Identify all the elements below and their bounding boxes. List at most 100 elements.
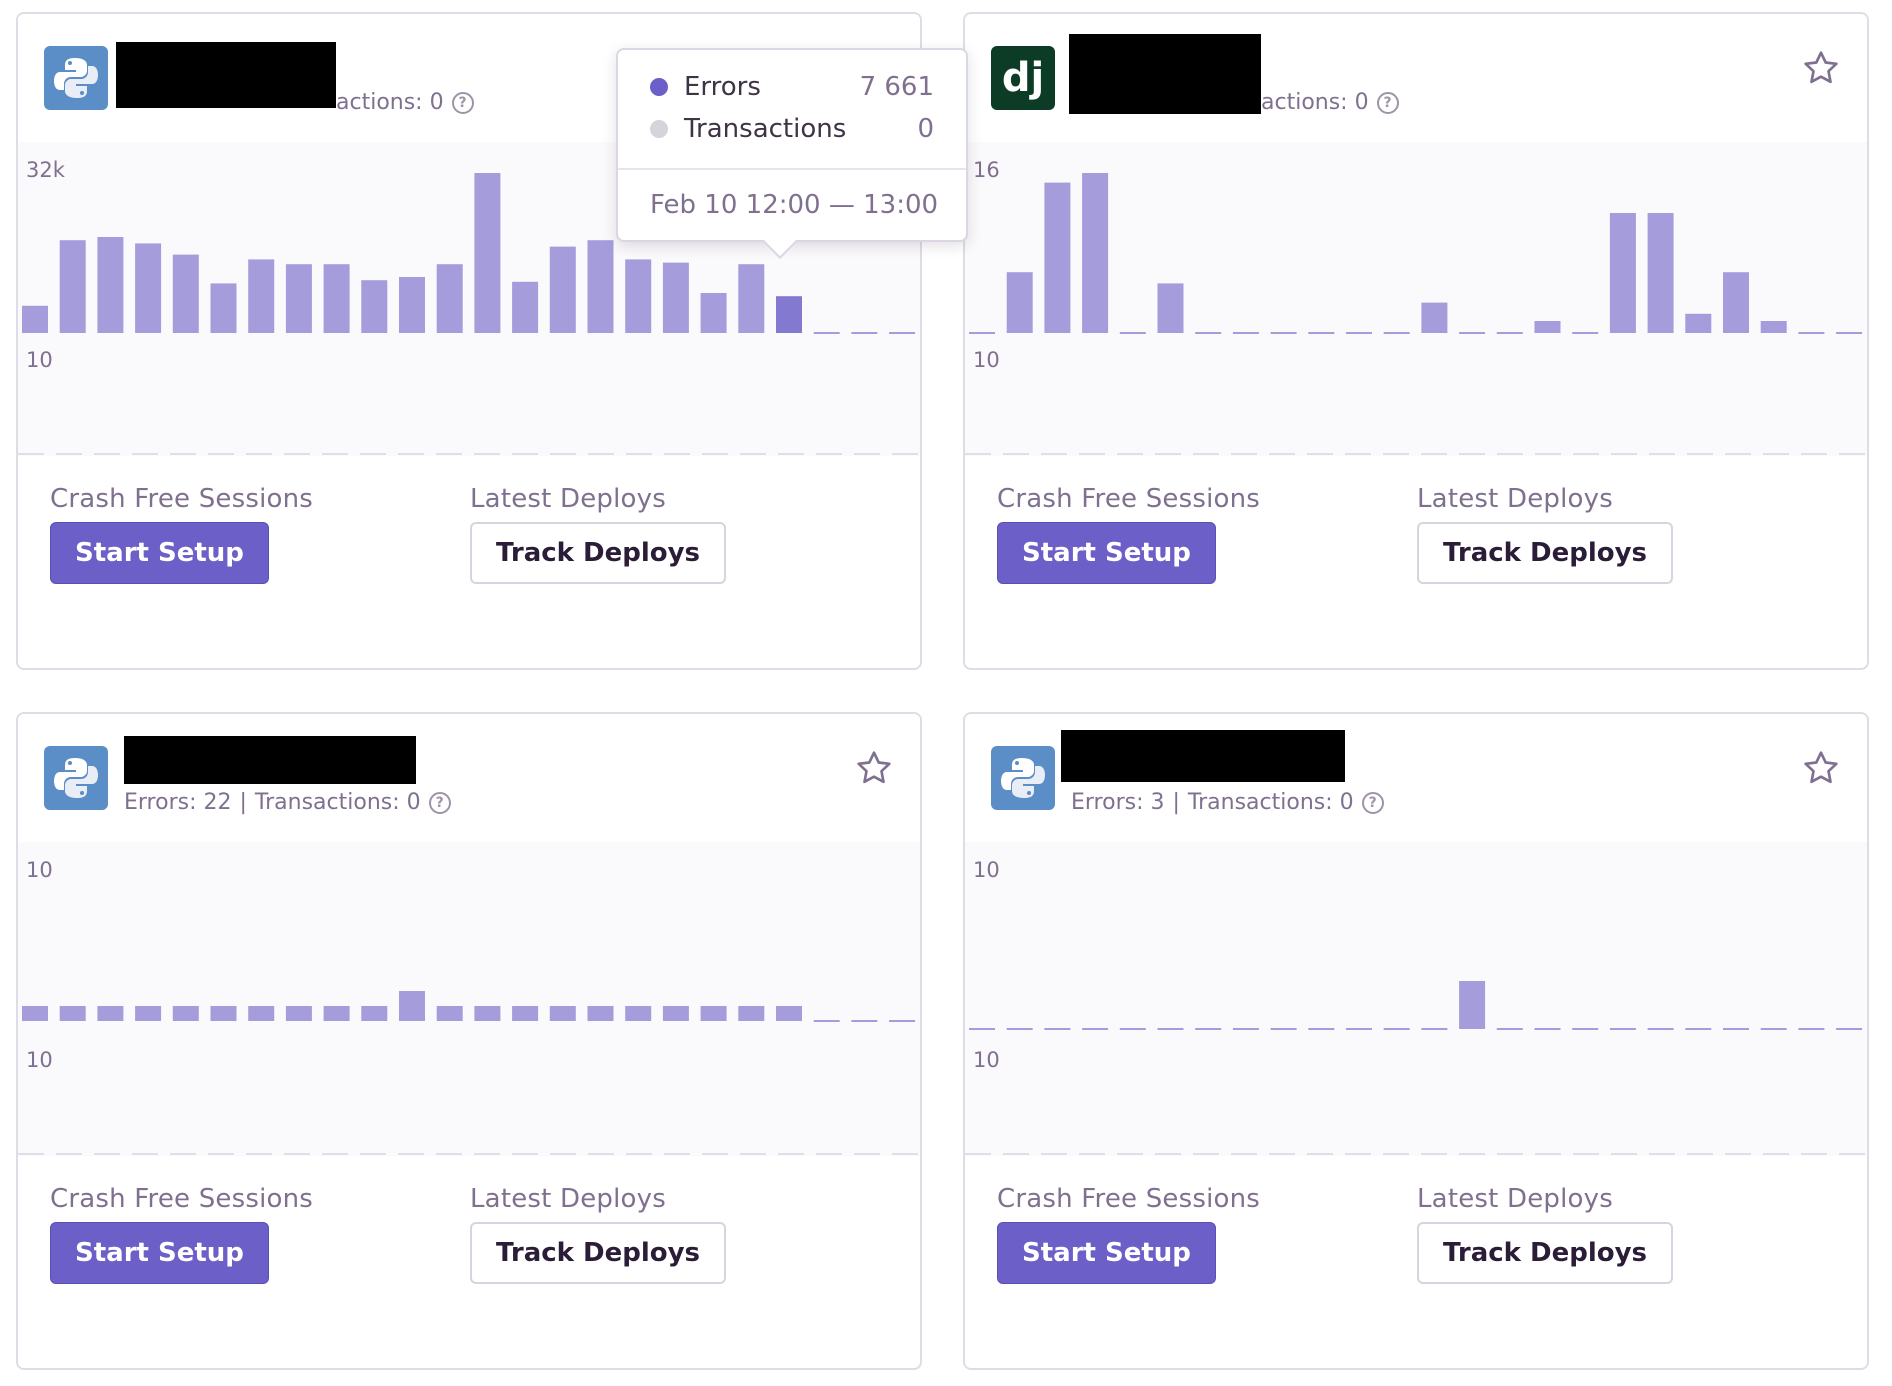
- chart-bar-empty[interactable]: [1157, 1028, 1184, 1030]
- help-icon[interactable]: ?: [1361, 791, 1384, 814]
- error-bar-chart[interactable]: [18, 142, 922, 456]
- error-bar-chart[interactable]: [18, 842, 922, 1156]
- chart-bar[interactable]: [361, 1006, 388, 1021]
- chart-bar-active[interactable]: [776, 296, 802, 333]
- chart-bar-empty[interactable]: [1308, 332, 1335, 334]
- chart-bar-empty[interactable]: [1346, 1028, 1372, 1030]
- chart-bar-empty[interactable]: [969, 1028, 995, 1030]
- chart-bar-empty[interactable]: [1346, 332, 1372, 334]
- chart-bar-empty[interactable]: [1798, 332, 1825, 334]
- start-setup-button[interactable]: Start Setup: [997, 522, 1216, 584]
- chart-bar[interactable]: [625, 1006, 652, 1021]
- chart-bar-empty[interactable]: [1496, 332, 1523, 334]
- chart-bar-empty[interactable]: [1836, 1028, 1863, 1030]
- chart-bar[interactable]: [474, 1006, 501, 1021]
- chart-bar[interactable]: [248, 259, 275, 333]
- chart-bar-empty[interactable]: [1006, 1028, 1033, 1030]
- chart-bar[interactable]: [549, 1006, 576, 1021]
- chart-bar[interactable]: [323, 1006, 350, 1021]
- chart-bar-empty[interactable]: [813, 332, 840, 334]
- chart-bar[interactable]: [1157, 283, 1184, 333]
- chart-bar-empty[interactable]: [1082, 1028, 1109, 1030]
- chart-bar[interactable]: [436, 264, 463, 333]
- chart-bar-empty[interactable]: [1195, 1028, 1222, 1030]
- chart-bar[interactable]: [1760, 321, 1787, 333]
- chart-bar-empty[interactable]: [889, 332, 916, 334]
- track-deploys-button[interactable]: Track Deploys: [470, 1222, 727, 1284]
- chart-bar-empty[interactable]: [1270, 1028, 1297, 1030]
- chart-bar-empty[interactable]: [1685, 1028, 1712, 1030]
- chart-bar[interactable]: [1534, 321, 1561, 333]
- chart-bar[interactable]: [1685, 313, 1712, 333]
- chart-bar[interactable]: [625, 259, 652, 333]
- chart-bar-empty[interactable]: [1119, 1028, 1146, 1030]
- chart-bar-empty[interactable]: [1572, 1028, 1599, 1030]
- chart-bar[interactable]: [1421, 302, 1448, 333]
- project-card[interactable]: Errors: 3 | Transactions: 0 ? 10 10 Cras…: [963, 712, 1869, 1370]
- chart-bar-empty[interactable]: [1534, 1028, 1561, 1030]
- star-icon[interactable]: [854, 748, 894, 788]
- chart-bar[interactable]: [399, 277, 425, 333]
- chart-bar-empty[interactable]: [813, 1020, 840, 1022]
- chart-bar[interactable]: [59, 240, 86, 333]
- chart-bar[interactable]: [1044, 182, 1071, 333]
- chart-bar-empty[interactable]: [1496, 1028, 1523, 1030]
- chart-bar-empty[interactable]: [1270, 332, 1297, 334]
- chart-bar-empty[interactable]: [1232, 1028, 1259, 1030]
- chart-bar-empty[interactable]: [1421, 1028, 1448, 1030]
- chart-bar[interactable]: [1006, 272, 1033, 333]
- chart-bar[interactable]: [59, 1006, 86, 1021]
- chart-bar-empty[interactable]: [1798, 1028, 1825, 1030]
- help-icon[interactable]: ?: [428, 791, 451, 814]
- star-icon[interactable]: [1801, 748, 1841, 788]
- chart-bar[interactable]: [172, 254, 199, 333]
- chart-bar[interactable]: [135, 243, 162, 333]
- chart-bar-empty[interactable]: [1836, 332, 1863, 334]
- help-icon[interactable]: ?: [1376, 91, 1399, 114]
- chart-bar[interactable]: [738, 1006, 765, 1021]
- chart-bar-empty[interactable]: [1723, 1028, 1749, 1030]
- chart-bar[interactable]: [512, 1006, 539, 1021]
- chart-bar[interactable]: [285, 1006, 312, 1021]
- chart-bar-empty[interactable]: [1383, 332, 1410, 334]
- chart-bar-empty[interactable]: [851, 1020, 878, 1022]
- chart-bar[interactable]: [700, 1006, 727, 1021]
- chart-bar[interactable]: [1609, 213, 1636, 333]
- chart-bar-empty[interactable]: [1119, 332, 1146, 334]
- chart-bar-empty[interactable]: [1572, 332, 1599, 334]
- chart-bar[interactable]: [361, 280, 388, 333]
- chart-bar[interactable]: [549, 246, 576, 333]
- help-icon[interactable]: ?: [451, 91, 474, 114]
- chart-bar-empty[interactable]: [1647, 1028, 1674, 1030]
- start-setup-button[interactable]: Start Setup: [997, 1222, 1216, 1284]
- chart-bar[interactable]: [97, 237, 124, 333]
- chart-bar[interactable]: [1647, 213, 1674, 333]
- chart-bar[interactable]: [210, 1006, 237, 1021]
- chart-bar-empty[interactable]: [851, 332, 878, 334]
- track-deploys-button[interactable]: Track Deploys: [1417, 1222, 1674, 1284]
- chart-bar[interactable]: [172, 1006, 199, 1021]
- chart-bar[interactable]: [512, 281, 539, 333]
- chart-bar-empty[interactable]: [1760, 1028, 1787, 1030]
- star-icon[interactable]: [1801, 48, 1841, 88]
- chart-bar[interactable]: [97, 1006, 124, 1021]
- chart-bar[interactable]: [323, 264, 350, 333]
- start-setup-button[interactable]: Start Setup: [50, 522, 269, 584]
- chart-bar-empty[interactable]: [1195, 332, 1222, 334]
- error-bar-chart[interactable]: [965, 842, 1869, 1156]
- chart-bar-empty[interactable]: [1044, 1028, 1071, 1030]
- chart-bar-empty[interactable]: [1308, 1028, 1335, 1030]
- chart-bar[interactable]: [135, 1006, 162, 1021]
- chart-bar[interactable]: [776, 1006, 802, 1021]
- chart-bar-empty[interactable]: [889, 1020, 916, 1022]
- chart-bar[interactable]: [587, 1006, 614, 1021]
- project-card[interactable]: dj actions: 0 ? 16 10 Crash Free Session…: [963, 12, 1869, 670]
- chart-bar-empty[interactable]: [969, 332, 995, 334]
- chart-bar-empty[interactable]: [1459, 332, 1486, 334]
- chart-bar[interactable]: [436, 1006, 463, 1021]
- chart-bar[interactable]: [474, 173, 501, 333]
- chart-bar-empty[interactable]: [1232, 332, 1259, 334]
- chart-bar[interactable]: [1723, 272, 1749, 333]
- chart-bar[interactable]: [1082, 173, 1109, 333]
- chart-bar-empty[interactable]: [1609, 1028, 1636, 1030]
